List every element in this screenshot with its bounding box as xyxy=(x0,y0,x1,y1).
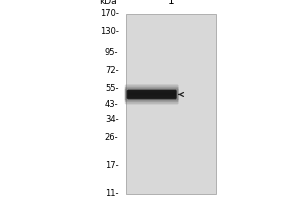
Text: 34-: 34- xyxy=(105,115,119,124)
Bar xyxy=(128,98,176,99)
Bar xyxy=(128,97,176,98)
Text: 26-: 26- xyxy=(105,133,119,142)
Bar xyxy=(128,93,176,94)
Text: 17-: 17- xyxy=(105,161,119,170)
Bar xyxy=(128,89,176,90)
Bar xyxy=(128,90,176,91)
Text: 170-: 170- xyxy=(100,9,118,19)
Bar xyxy=(128,99,176,100)
Bar xyxy=(128,95,176,96)
Text: kDa: kDa xyxy=(99,0,117,6)
Text: 1: 1 xyxy=(168,0,174,6)
Bar xyxy=(126,14,216,194)
FancyBboxPatch shape xyxy=(127,90,177,99)
FancyBboxPatch shape xyxy=(125,84,178,104)
Text: 55-: 55- xyxy=(105,84,119,93)
Bar xyxy=(128,94,176,95)
FancyBboxPatch shape xyxy=(125,88,178,100)
Text: 72-: 72- xyxy=(105,66,119,75)
FancyBboxPatch shape xyxy=(125,87,178,102)
Text: 95-: 95- xyxy=(105,48,119,57)
Text: 43-: 43- xyxy=(105,100,119,109)
Bar xyxy=(128,96,176,97)
Text: 11-: 11- xyxy=(105,190,119,198)
Bar xyxy=(128,92,176,93)
Text: 130-: 130- xyxy=(100,27,118,36)
Bar xyxy=(128,91,176,92)
